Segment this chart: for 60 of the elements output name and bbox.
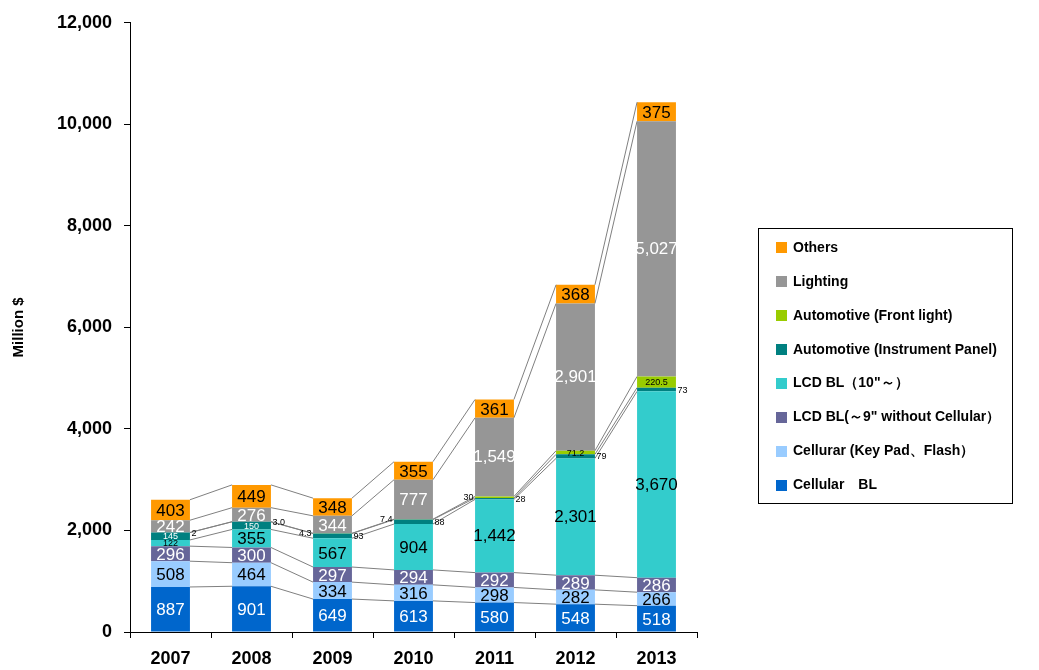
data-label: 375 <box>642 102 671 122</box>
data-label: 282 <box>561 588 590 608</box>
legend-label: Cellurar (Key Pad、Flash） <box>793 442 975 460</box>
data-label: 355 <box>237 529 266 549</box>
x-tick-label: 2007 <box>150 647 191 668</box>
data-label: 368 <box>561 285 590 305</box>
data-label: 464 <box>237 565 266 585</box>
legend-label: Lighting <box>793 273 849 289</box>
data-label: 150 <box>243 520 260 531</box>
y-tick-label: 0 <box>101 620 112 641</box>
data-label: 298 <box>480 585 509 605</box>
y-tick-label: 2,000 <box>66 519 112 540</box>
data-label: 361 <box>480 399 509 419</box>
data-label: 30 <box>463 492 474 503</box>
data-label: 2 <box>191 527 197 538</box>
data-label: 649 <box>318 606 347 626</box>
y-tick-label: 12,000 <box>56 11 112 32</box>
data-label: 548 <box>561 608 590 628</box>
data-label: 220.5 <box>645 377 668 388</box>
legend-label: Automotive (Instrument Panel) <box>793 341 997 357</box>
data-label: 355 <box>399 461 428 481</box>
data-label: 777 <box>399 490 428 510</box>
data-label: 613 <box>399 607 428 627</box>
y-tick-label: 10,000 <box>56 113 112 134</box>
y-tick-label: 8,000 <box>66 214 112 235</box>
data-label: 901 <box>237 599 266 619</box>
x-tick-label: 2013 <box>636 647 677 668</box>
legend-label: Automotive (Front light) <box>793 307 953 323</box>
data-label: 580 <box>480 608 509 628</box>
data-label: 348 <box>318 498 347 517</box>
legend-label: LCD BL(～9" without Cellular） <box>793 408 1001 426</box>
data-label: 567 <box>318 543 347 563</box>
legend-label: Others <box>793 239 839 255</box>
legend-label: Cellular BL <box>793 476 878 494</box>
x-tick-label: 2012 <box>555 647 596 668</box>
legend-label: LCD BL（10"～） <box>793 374 909 392</box>
data-label: 4.3 <box>299 528 312 539</box>
x-tick-label: 2010 <box>393 647 434 668</box>
data-label: 88 <box>434 516 445 527</box>
y-axis-title: Million $ <box>9 296 27 358</box>
data-label: 2,901 <box>554 367 597 387</box>
data-label: 28 <box>515 493 526 504</box>
x-tick-label: 2008 <box>231 647 272 668</box>
data-label: 887 <box>156 600 185 620</box>
data-label: 73 <box>677 384 688 395</box>
data-label: 403 <box>156 500 185 520</box>
data-label: 518 <box>642 609 671 629</box>
data-label: 344 <box>318 515 347 535</box>
y-tick-label: 6,000 <box>66 316 112 337</box>
data-label: 300 <box>237 546 266 566</box>
data-label: 508 <box>156 565 185 585</box>
data-label: 79 <box>596 451 607 462</box>
data-label: 1,549 <box>473 447 516 467</box>
y-tick-label: 4,000 <box>66 417 112 438</box>
x-tick-label: 2011 <box>474 647 515 668</box>
data-label: 122 <box>162 538 179 549</box>
data-label: 904 <box>399 537 428 557</box>
data-label: 449 <box>237 487 266 507</box>
data-label: 3.0 <box>272 516 285 527</box>
x-tick-label: 2009 <box>312 647 353 668</box>
